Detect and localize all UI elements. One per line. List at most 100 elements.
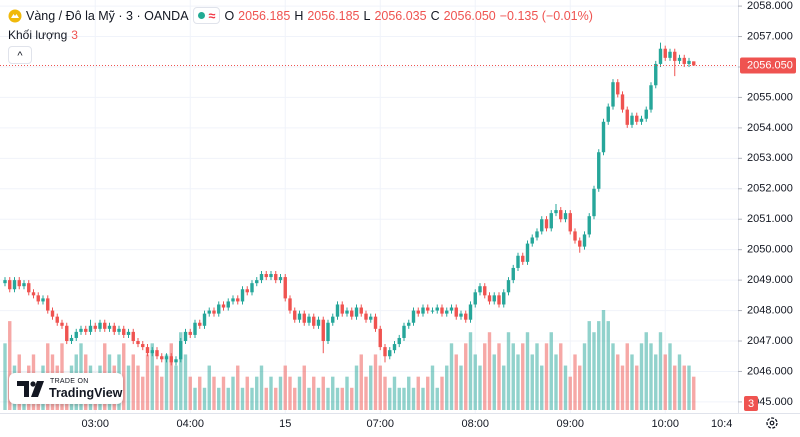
volume-bar: [207, 365, 211, 410]
candle-body: [635, 115, 639, 122]
volume-bar: [654, 354, 658, 410]
symbol-name[interactable]: Vàng / Đô la Mỹ · 3 · OANDA: [26, 8, 189, 23]
candle-body: [468, 304, 473, 320]
candle-body: [639, 118, 644, 122]
candle-body: [473, 292, 477, 305]
candle-body: [312, 316, 316, 326]
settings-icon[interactable]: [766, 417, 778, 429]
candle-body: [93, 325, 97, 329]
volume-bar: [549, 332, 553, 410]
candle-body: [240, 289, 245, 302]
tradingview-logo[interactable]: TRADE ON TradingView: [9, 373, 123, 404]
candle-body: [630, 115, 634, 125]
volume-bar: [326, 387, 330, 410]
legend-row: Vàng / Đô la Mỹ · 3 · OANDA ≈ O 2056.185 …: [8, 7, 593, 24]
candle-body: [378, 328, 382, 348]
candle-body: [60, 322, 64, 326]
volume-bar: [426, 376, 430, 410]
candle-body: [625, 109, 629, 125]
candle-body: [611, 82, 615, 107]
candle-body: [155, 350, 159, 357]
candle-body: [502, 292, 506, 305]
volume-bar: [620, 365, 625, 410]
candle-body: [559, 210, 563, 220]
candle-body: [692, 61, 696, 66]
volume-bar: [221, 376, 226, 410]
volume-bar: [264, 387, 268, 410]
volume-bar: [673, 365, 677, 410]
candle-body: [278, 277, 283, 281]
volume-bar: [302, 365, 306, 410]
volume-bar: [293, 387, 297, 410]
candle-body: [145, 347, 150, 354]
candle-body: [31, 292, 36, 296]
candle-body: [544, 219, 549, 229]
candle-body: [17, 280, 21, 287]
candle-body: [397, 337, 401, 345]
volume-bar: [630, 354, 634, 410]
volume-bar: [649, 343, 653, 410]
candle-body: [131, 331, 135, 342]
y-tick-label: 2048.000: [747, 304, 793, 316]
volume-bar: [183, 354, 188, 410]
volume-bar: [174, 365, 178, 410]
ohlc-value: 2056.050: [443, 8, 496, 23]
volume-bar: [179, 332, 183, 410]
candle-body: [464, 313, 468, 320]
volume-bar: [307, 387, 311, 410]
candle-body: [50, 310, 55, 317]
candle-body: [521, 255, 525, 262]
candle-body: [269, 274, 273, 278]
volume-legend: Khối lượng 3: [8, 28, 78, 42]
candle-body: [122, 328, 126, 335]
candle-body: [506, 280, 511, 293]
volume-bar: [635, 365, 639, 410]
candle-body: [364, 313, 368, 320]
candle-body: [8, 280, 12, 290]
candle-body: [69, 337, 74, 342]
y-tick-label: 2052.000: [747, 183, 793, 195]
volume-bar: [278, 376, 283, 410]
volume-bar: [131, 354, 135, 410]
logo-top: TRADE ON: [50, 378, 89, 385]
collapse-button[interactable]: ^: [8, 46, 32, 64]
y-tick-label: 2054.000: [747, 122, 793, 134]
y-tick-label: 2051.000: [747, 213, 793, 225]
candle-body: [606, 106, 610, 122]
candle-body: [411, 310, 416, 323]
candle-body: [316, 319, 321, 326]
candle-body: [530, 237, 534, 244]
x-tick-label: 03:00: [81, 418, 109, 430]
volume-bar: [677, 354, 682, 410]
volume-bar: [378, 365, 382, 410]
volume-bar: [611, 343, 615, 410]
volume-last-label: 3: [748, 398, 754, 410]
candle-body: [354, 307, 359, 317]
volume-bar: [497, 343, 501, 410]
volume-bar: [601, 310, 606, 410]
candle-body: [331, 316, 335, 323]
candle-body: [578, 240, 582, 247]
candle-body: [112, 325, 116, 332]
volume-bar: [502, 365, 506, 410]
candle-body: [402, 325, 406, 338]
candle-body: [677, 57, 682, 61]
last-price-label: 2056.050: [747, 59, 793, 71]
volume-bar: [639, 343, 644, 410]
volume-bar: [582, 343, 587, 410]
volume-bar: [616, 354, 620, 410]
x-tick-label: 07:00: [366, 418, 394, 430]
candle-body: [283, 277, 287, 299]
candle-body: [459, 313, 463, 317]
candle-body: [540, 219, 544, 232]
volume-bar: [516, 354, 520, 410]
candle-body: [79, 328, 83, 332]
y-tick-label: 2055.000: [747, 91, 793, 103]
status-badge[interactable]: ≈: [192, 7, 221, 24]
volume-bar: [169, 343, 173, 410]
candle-body: [160, 356, 164, 360]
candle-body: [22, 283, 26, 287]
candle-body: [369, 316, 373, 320]
candle-body: [117, 328, 121, 332]
